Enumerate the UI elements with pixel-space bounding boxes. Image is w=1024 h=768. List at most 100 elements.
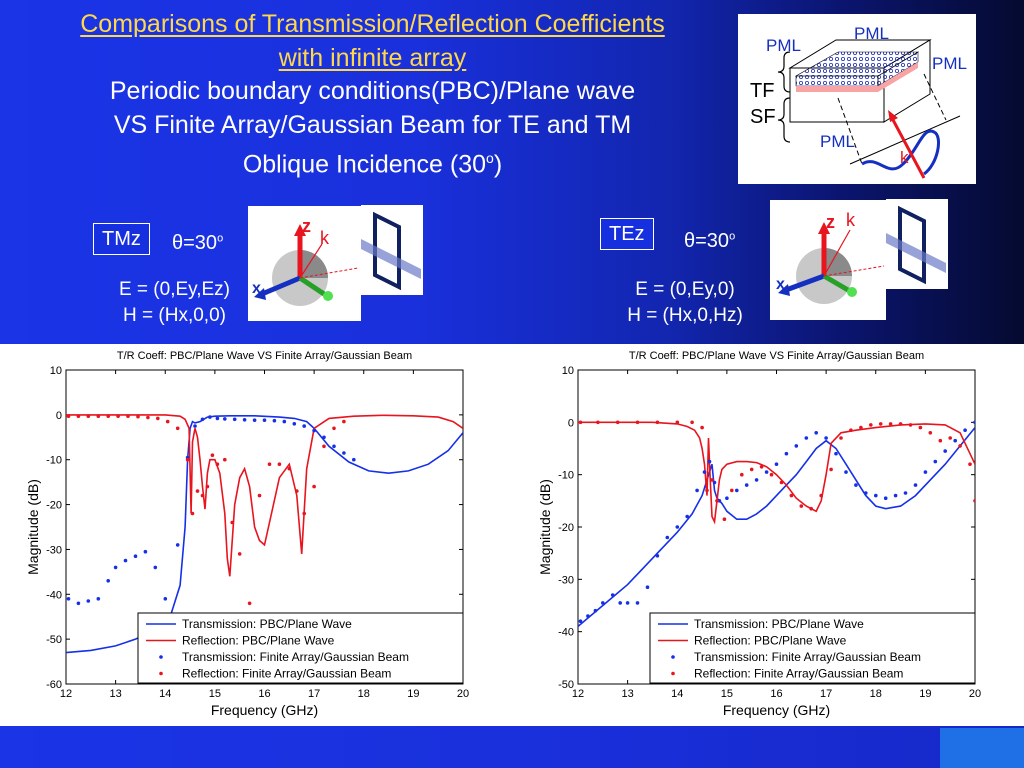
tez-mode-label: TEz	[600, 218, 654, 250]
y-tick-label: -10	[558, 470, 574, 482]
x-axis-label: Frequency (GHz)	[211, 702, 318, 718]
series-point-3	[918, 425, 923, 430]
y-tick-label: -40	[558, 627, 574, 639]
series-point-2	[66, 597, 71, 601]
series-point-3	[175, 426, 180, 431]
series-point-2	[123, 558, 128, 563]
x-tick-label: 20	[457, 688, 469, 700]
series-point-2	[332, 444, 336, 449]
series-point-2	[754, 478, 759, 482]
series-line-1	[66, 414, 463, 577]
slide-title: Comparisons of Transmission/Reflection C…	[20, 8, 725, 182]
y-axis-label: Magnitude (dB)	[537, 479, 553, 575]
series-point-3	[779, 480, 784, 485]
theta-sup: o	[217, 232, 224, 245]
series-point-3	[136, 414, 140, 419]
x-tick-label: 16	[770, 688, 782, 700]
series-point-3	[156, 416, 160, 421]
series-point-3	[190, 511, 195, 516]
series-point-2	[794, 444, 799, 448]
series-point-3	[839, 436, 843, 440]
series-point-3	[635, 420, 640, 425]
series-point-3	[237, 552, 242, 556]
series-point-3	[655, 420, 660, 425]
series-point-2	[272, 418, 277, 423]
chart-title: T/R Coeff: PBC/Plane Wave VS Finite Arra…	[117, 350, 412, 362]
chart-group: T/R Coeff: PBC/Plane Wave VS Finite Arra…	[537, 350, 981, 718]
series-point-2	[824, 436, 828, 440]
tez-axes-illustration: z x k	[770, 200, 886, 320]
y-tick-label: -10	[46, 455, 62, 467]
series-point-3	[106, 414, 110, 418]
series-point-2	[854, 483, 858, 487]
series-point-3	[859, 425, 863, 430]
series-point-2	[913, 483, 918, 487]
x-tick-label: 13	[110, 688, 122, 700]
series-point-2	[874, 493, 878, 498]
series-point-3	[809, 506, 813, 511]
x-tick-label: 18	[358, 688, 370, 700]
series-point-3	[710, 478, 714, 482]
series-line-0	[578, 427, 975, 628]
series-point-3	[116, 414, 120, 418]
series-point-2	[814, 431, 818, 435]
series-point-2	[282, 419, 287, 424]
tez-chart-svg: T/R Coeff: PBC/Plane Wave VS Finite Arra…	[537, 350, 981, 718]
series-point-3	[210, 453, 215, 457]
series-point-2	[262, 418, 267, 422]
x-tick-label: 15	[209, 688, 221, 700]
series-point-3	[938, 438, 943, 443]
chart-title: T/R Coeff: PBC/Plane Wave VS Finite Arra…	[629, 350, 924, 362]
series-point-3	[973, 499, 975, 503]
y-tick-label: -30	[558, 574, 574, 586]
series-point-2	[223, 417, 227, 421]
series-point-3	[96, 414, 101, 418]
series-point-3	[165, 419, 170, 424]
y-tick-label: 10	[50, 365, 62, 377]
k-label: k	[900, 148, 909, 167]
legend-label-1: Reflection: PBC/Plane Wave	[182, 634, 335, 648]
series-point-3	[722, 517, 727, 521]
series-point-2	[302, 424, 307, 428]
series-point-3	[195, 489, 200, 493]
series-point-3	[928, 431, 933, 435]
series-point-2	[973, 420, 975, 425]
y-tick-label: -20	[46, 500, 62, 512]
series-point-3	[789, 493, 794, 498]
series-point-2	[804, 436, 809, 440]
series-point-3	[302, 511, 307, 516]
series-point-3	[615, 420, 620, 425]
series-point-2	[76, 601, 81, 606]
legend-swatch-2	[671, 655, 675, 659]
series-point-3	[146, 415, 150, 420]
series-point-3	[700, 425, 704, 430]
title-line-3: Periodic boundary conditions(PBC)/Plane …	[109, 77, 636, 105]
x-tick-label: 19	[407, 688, 419, 700]
chart-group: T/R Coeff: PBC/Plane Wave VS Finite Arra…	[25, 350, 469, 718]
series-point-3	[849, 428, 853, 432]
y-tick-label: -50	[46, 634, 62, 646]
series-point-3	[799, 504, 804, 508]
theta-sup: o	[729, 230, 736, 243]
y-tick-label: 10	[562, 365, 574, 377]
series-point-2	[695, 488, 699, 493]
tmz-chart: T/R Coeff: PBC/Plane Wave VS Finite Arra…	[0, 344, 512, 726]
series-point-2	[153, 565, 158, 570]
x-tick-label: 17	[308, 688, 320, 700]
series-point-2	[784, 451, 789, 456]
series-point-3	[185, 457, 190, 462]
tez-chart: T/R Coeff: PBC/Plane Wave VS Finite Arra…	[512, 344, 1024, 726]
x-axis-label: x	[252, 280, 261, 297]
series-point-3	[126, 414, 130, 418]
series-point-2	[215, 416, 220, 421]
series-point-2	[200, 417, 205, 422]
y-tick-label: -30	[46, 544, 62, 556]
x-axis-label: x	[776, 276, 785, 293]
pml-label-bottom: PML	[820, 132, 855, 151]
series-point-3	[332, 426, 336, 431]
legend-label-2: Transmission: Finite Array/Gaussian Beam	[182, 650, 409, 664]
series-point-2	[883, 496, 888, 500]
x-tick-label: 18	[870, 688, 882, 700]
series-point-3	[230, 520, 234, 525]
series-point-3	[740, 472, 744, 477]
